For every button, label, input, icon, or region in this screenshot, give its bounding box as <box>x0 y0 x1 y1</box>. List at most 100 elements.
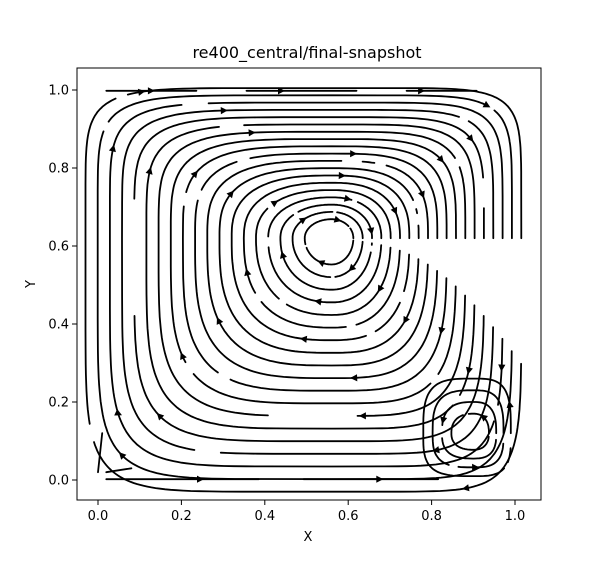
streamline-arrow <box>270 200 279 208</box>
streamline-arrow <box>118 452 127 460</box>
streamline-arrows <box>108 87 514 492</box>
streamline <box>145 126 454 430</box>
y-tick-label: 0.2 <box>48 396 69 411</box>
streamline-arrow <box>367 227 375 235</box>
streamline <box>355 249 401 326</box>
streamlines <box>84 87 523 493</box>
streamline <box>291 211 334 278</box>
y-tick-label: 0.0 <box>48 474 69 489</box>
streamline-arrow <box>197 475 204 483</box>
streamline-arrow <box>480 414 488 422</box>
streamline-arrow <box>333 215 342 223</box>
streamline <box>206 160 429 367</box>
streamline <box>385 164 429 240</box>
streamline <box>192 373 432 405</box>
streamline <box>126 87 523 240</box>
streamline <box>361 160 376 164</box>
streamline-arrow <box>220 107 228 115</box>
streamline <box>93 362 522 493</box>
streamline-arrow <box>376 475 384 483</box>
streamline-arrow <box>114 409 122 416</box>
streamline <box>157 130 456 417</box>
streamline <box>467 120 495 240</box>
streamline <box>133 315 485 443</box>
streamline <box>334 240 364 278</box>
streamline <box>249 152 439 240</box>
streamline <box>279 214 372 291</box>
streamline-arrow <box>438 326 446 335</box>
x-tick-label: 0.2 <box>171 509 192 524</box>
y-tick-label: 0.8 <box>48 162 69 177</box>
streamline-arrow <box>350 374 358 382</box>
plot-frame <box>76 67 542 501</box>
streamline-arrow <box>358 412 366 420</box>
streamline <box>403 253 410 292</box>
y-tick-label: 0.6 <box>48 240 69 255</box>
streamline <box>497 337 504 406</box>
streamline-arrow <box>226 190 234 199</box>
y-tick-label: 1.0 <box>48 84 69 99</box>
streamline-arrow <box>108 144 116 153</box>
streamline <box>272 189 392 240</box>
streamline-arrow <box>350 150 358 158</box>
streamline-arrow <box>248 129 256 137</box>
streamline <box>441 437 497 460</box>
streamline-arrow <box>145 167 153 175</box>
streamline <box>230 174 411 342</box>
streamline <box>349 227 355 240</box>
streamline-arrow <box>377 284 385 293</box>
streamline <box>459 304 476 396</box>
streamline <box>97 432 104 474</box>
streamline-arrow <box>343 194 352 202</box>
streamline <box>422 377 512 477</box>
streamline-arrow <box>465 366 473 375</box>
streamline <box>84 97 117 425</box>
streamline-arrow <box>280 251 287 259</box>
streamline <box>285 246 392 316</box>
streamline <box>267 196 353 238</box>
streamline <box>356 294 466 417</box>
streamline-arrow <box>278 87 285 95</box>
streamline-arrow <box>137 88 146 96</box>
streamline <box>450 414 490 451</box>
streamline <box>374 301 401 333</box>
streamline <box>219 326 494 455</box>
streamline <box>356 201 383 240</box>
y-axis-label: Y <box>24 280 39 289</box>
streamline <box>305 239 355 266</box>
streamline <box>260 301 347 329</box>
streamline-arrow <box>244 268 252 277</box>
streamline <box>105 467 133 474</box>
streamline <box>255 207 280 300</box>
streamline-arrow <box>348 263 357 272</box>
x-tick-label: 0.4 <box>254 509 275 524</box>
streamline-arrow <box>432 446 440 454</box>
streamline-arrow <box>418 87 426 95</box>
streamline-arrow <box>418 190 425 199</box>
streamline-arrow <box>403 315 410 324</box>
streamline-arrow <box>190 170 198 179</box>
streamline <box>194 199 438 379</box>
streamline-arrow <box>180 352 187 360</box>
x-tick-label: 0.0 <box>88 509 109 524</box>
streamline-arrow <box>466 134 474 142</box>
streamline-arrow <box>390 206 398 215</box>
streamline <box>458 166 467 240</box>
streamline <box>200 160 238 191</box>
streamline-arrow <box>156 413 165 421</box>
x-axis-ticks: 0.0 0.2 0.4 0.6 0.8 1.0 <box>88 500 525 524</box>
x-axis-label: X <box>304 530 313 545</box>
streamline <box>107 94 488 123</box>
streamline <box>297 203 373 240</box>
chart-title: re400_central/final-snapshot <box>192 43 421 63</box>
streamline <box>243 123 476 240</box>
streamline <box>441 401 498 435</box>
streamline <box>109 104 495 468</box>
streamline <box>437 285 457 375</box>
streamline-arrow <box>436 155 444 163</box>
streamline-arrow <box>147 87 155 95</box>
streamline-arrow <box>299 335 308 343</box>
streamline-arrow <box>440 416 448 425</box>
